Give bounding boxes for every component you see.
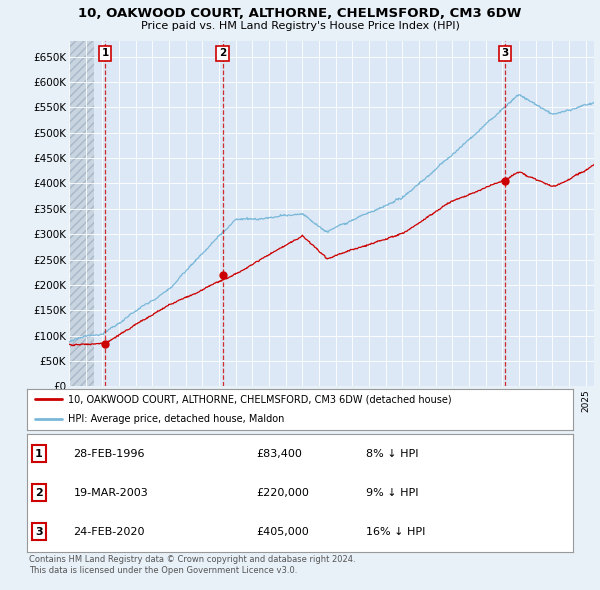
Text: £220,000: £220,000 xyxy=(256,488,309,497)
Text: 8% ↓ HPI: 8% ↓ HPI xyxy=(365,449,418,458)
Text: Price paid vs. HM Land Registry's House Price Index (HPI): Price paid vs. HM Land Registry's House … xyxy=(140,21,460,31)
Text: 3: 3 xyxy=(501,48,508,58)
Text: 24-FEB-2020: 24-FEB-2020 xyxy=(73,527,145,536)
Text: 28-FEB-1996: 28-FEB-1996 xyxy=(73,449,145,458)
Text: 10, OAKWOOD COURT, ALTHORNE, CHELMSFORD, CM3 6DW: 10, OAKWOOD COURT, ALTHORNE, CHELMSFORD,… xyxy=(79,7,521,20)
Text: Contains HM Land Registry data © Crown copyright and database right 2024.: Contains HM Land Registry data © Crown c… xyxy=(29,555,355,563)
Text: This data is licensed under the Open Government Licence v3.0.: This data is licensed under the Open Gov… xyxy=(29,566,297,575)
Text: 2: 2 xyxy=(219,48,226,58)
Text: 9% ↓ HPI: 9% ↓ HPI xyxy=(365,488,418,497)
Text: 1: 1 xyxy=(101,48,109,58)
Text: £405,000: £405,000 xyxy=(256,527,309,536)
Text: 3: 3 xyxy=(35,527,43,536)
Text: 16% ↓ HPI: 16% ↓ HPI xyxy=(365,527,425,536)
Bar xyxy=(69,41,94,386)
Text: 19-MAR-2003: 19-MAR-2003 xyxy=(73,488,148,497)
Text: 10, OAKWOOD COURT, ALTHORNE, CHELMSFORD, CM3 6DW (detached house): 10, OAKWOOD COURT, ALTHORNE, CHELMSFORD,… xyxy=(68,395,452,404)
Bar xyxy=(69,41,94,386)
Text: HPI: Average price, detached house, Maldon: HPI: Average price, detached house, Mald… xyxy=(68,415,284,424)
Text: 1: 1 xyxy=(35,449,43,458)
Text: £83,400: £83,400 xyxy=(256,449,302,458)
Text: 2: 2 xyxy=(35,488,43,497)
